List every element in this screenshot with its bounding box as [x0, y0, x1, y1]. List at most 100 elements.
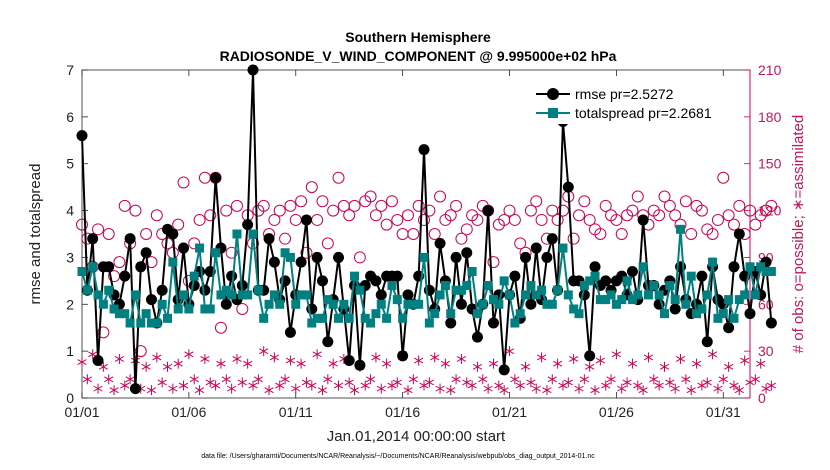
- possible-point: [230, 199, 243, 212]
- totalspread-point: [456, 285, 466, 295]
- assimilated-point: [435, 383, 445, 394]
- possible-point: [316, 195, 329, 208]
- possible-point: [369, 209, 382, 222]
- assimilated-point: [451, 374, 461, 385]
- totalspread-point: [307, 318, 317, 328]
- rmse-point: [482, 205, 494, 217]
- totalspread-point: [398, 313, 408, 323]
- assimilated-point: [627, 358, 638, 369]
- rmse-point: [765, 317, 777, 329]
- rmse-point: [135, 261, 147, 273]
- totalspread-point: [334, 313, 344, 323]
- legend-box: [530, 78, 742, 124]
- assimilated-point: [392, 377, 402, 388]
- possible-point: [295, 195, 308, 208]
- assimilated-point: [633, 380, 643, 391]
- assimilated-point: [574, 383, 584, 394]
- possible-point: [434, 190, 447, 203]
- totalspread-point: [248, 229, 258, 239]
- rmse-point: [242, 219, 254, 231]
- possible-point: [407, 228, 420, 240]
- assimilated-point: [681, 374, 691, 385]
- totalspread-point: [189, 271, 199, 281]
- totalspread-point: [109, 304, 119, 314]
- assimilated-point: [649, 374, 659, 385]
- possible-point: [214, 321, 227, 334]
- totalspread-point: [382, 313, 392, 323]
- totalspread-point: [638, 262, 648, 272]
- totalspread-point: [77, 266, 87, 276]
- rmse-point: [733, 228, 745, 240]
- totalspread-point: [392, 295, 402, 305]
- assimilated-point: [237, 377, 247, 388]
- totalspread-point: [515, 309, 525, 319]
- totalspread-point: [446, 309, 456, 319]
- totalspread-point: [665, 281, 675, 291]
- assimilated-point: [430, 352, 440, 363]
- assimilated-point: [483, 383, 493, 394]
- possible-point: [572, 209, 585, 222]
- possible-point: [327, 204, 340, 217]
- possible-point: [412, 199, 425, 212]
- rmse-point: [600, 275, 612, 287]
- rmse-point: [300, 214, 312, 226]
- rmse-point: [103, 261, 115, 273]
- totalspread-point: [280, 248, 290, 258]
- rmse-point: [156, 284, 168, 296]
- chart-title: Southern Hemisphere: [345, 29, 491, 45]
- assimilated-point: [317, 385, 328, 396]
- assimilated-point: [408, 374, 418, 385]
- possible-point: [733, 199, 746, 212]
- totalspread-point: [253, 285, 263, 295]
- possible-point: [348, 199, 361, 212]
- assimilated-point: [531, 383, 541, 394]
- totalspread-point: [740, 290, 750, 300]
- totalspread-point: [654, 290, 664, 300]
- totalspread-point: [243, 290, 253, 300]
- assimilated-point: [536, 352, 547, 363]
- y2-tick-label: 210: [758, 62, 782, 78]
- possible-point: [722, 209, 735, 222]
- assimilated-point: [275, 380, 285, 391]
- rmse-point: [354, 359, 366, 371]
- x-tick-label: 01/31: [706, 404, 741, 420]
- rmse-point: [129, 383, 141, 395]
- assimilated-point: [227, 383, 237, 394]
- totalspread-point: [163, 313, 173, 323]
- possible-point: [626, 204, 639, 217]
- assimilated-point: [259, 346, 269, 357]
- y2-tick-label: 0: [758, 390, 766, 406]
- totalspread-point: [179, 290, 189, 300]
- assimilated-point: [585, 361, 595, 372]
- assimilated-point: [718, 374, 728, 385]
- possible-point: [172, 218, 185, 231]
- assimilated-point: [569, 353, 579, 364]
- totalspread-point: [291, 299, 301, 309]
- assimilated-point: [665, 377, 675, 388]
- totalspread-point: [360, 313, 370, 323]
- rmse-point: [701, 336, 713, 348]
- totalspread-point: [483, 281, 493, 291]
- possible-point: [385, 195, 398, 208]
- assimilated-point: [520, 361, 531, 372]
- possible-point: [401, 209, 414, 222]
- assimilated-point: [184, 349, 194, 360]
- totalspread-point: [408, 299, 418, 309]
- possible-point: [583, 213, 596, 226]
- assimilated-point: [125, 374, 135, 385]
- assimilated-point: [333, 380, 344, 391]
- assimilated-point: [162, 361, 173, 372]
- totalspread-point: [718, 309, 728, 319]
- assimilated-point: [296, 358, 306, 369]
- rmse-point: [584, 350, 596, 362]
- assimilated-point: [146, 385, 157, 396]
- assimilated-point: [756, 358, 766, 369]
- rmse-point: [562, 181, 574, 193]
- totalspread-point: [713, 313, 723, 323]
- assimilated-point: [414, 355, 424, 366]
- assimilated-point: [488, 358, 499, 369]
- assimilated-point: [440, 358, 450, 369]
- assimilated-point: [638, 385, 648, 396]
- y2-tick-label: 150: [758, 156, 782, 172]
- possible-point: [145, 256, 158, 269]
